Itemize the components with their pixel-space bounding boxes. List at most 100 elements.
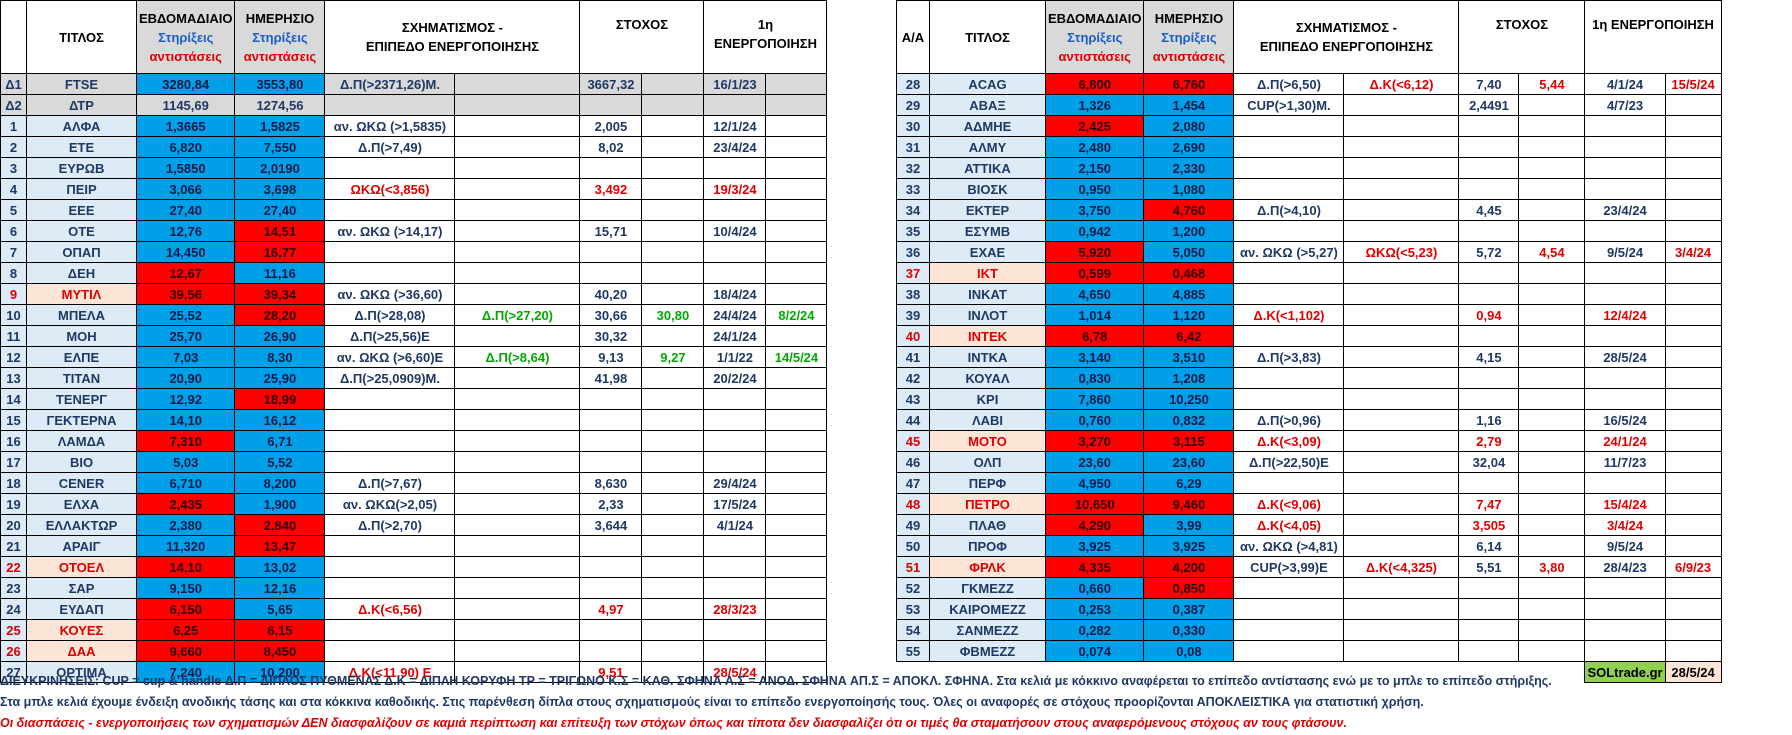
row-index: 28 xyxy=(896,73,930,95)
row-activation-secondary xyxy=(765,241,828,263)
row-title: ΓΕΚΤΕΡΝΑ xyxy=(26,409,137,431)
row-activation: 18/4/24 xyxy=(703,283,767,305)
table-row: 43 ΚΡΙ 7,860 10,250 xyxy=(896,388,1722,410)
row-daily-level: 11,16 xyxy=(234,262,326,284)
row-weekly-level: 5,03 xyxy=(135,451,236,473)
row-daily-level: 3,698 xyxy=(234,178,326,200)
header-pattern-line-1: ΣΧΗΜΑΤΙΣΜΟΣ - xyxy=(1295,20,1397,35)
row-weekly-level: 6,150 xyxy=(135,598,236,620)
row-title: ΚΑΙΡΟΜΕΖΖ xyxy=(929,598,1046,620)
row-pattern: Δ.Π(>25,0909)Μ. xyxy=(324,367,456,389)
row-target: 7,47 xyxy=(1458,493,1520,515)
row-title: ΣΑΝΜΕΖΖ xyxy=(929,619,1046,641)
row-pattern-secondary: Δ.Κ(<6,12) xyxy=(1343,73,1460,95)
row-target-secondary: 3,80 xyxy=(1518,556,1586,578)
row-activation-secondary xyxy=(765,73,828,95)
row-activation: 20/2/24 xyxy=(703,367,767,389)
row-index: 29 xyxy=(896,94,930,116)
table-row: 18 CENER 6,710 8,200 Δ.Π(>7,67) 8,630 29/4/24 xyxy=(0,472,828,494)
row-pattern: αν. ΩΚΩ (>6,60)Ε xyxy=(324,346,456,368)
row-weekly-level: 11,320 xyxy=(135,535,236,557)
row-activation-secondary xyxy=(765,535,828,557)
row-index: 52 xyxy=(896,577,930,599)
row-title: ΜΟΗ xyxy=(26,325,137,347)
row-target-secondary xyxy=(641,94,705,116)
row-title: ΛΑΜΔΑ xyxy=(26,430,137,452)
row-target xyxy=(1458,157,1520,179)
table-row: 5 ΕΕΕ 27,40 27,40 xyxy=(0,199,828,221)
row-weekly-level: 3,270 xyxy=(1044,430,1145,452)
row-pattern xyxy=(1233,157,1345,179)
row-weekly-level: 4,290 xyxy=(1044,514,1145,536)
row-title: ΕΛΠΕ xyxy=(26,346,137,368)
row-target-secondary xyxy=(1518,178,1586,200)
row-target-secondary xyxy=(641,430,705,452)
row-weekly-level: 0,950 xyxy=(1044,178,1145,200)
row-target-secondary xyxy=(1518,514,1586,536)
row-target xyxy=(1458,136,1520,158)
row-weekly-level: 3,066 xyxy=(135,178,236,200)
row-pattern-secondary xyxy=(1343,346,1460,368)
row-target xyxy=(579,94,643,116)
table-row: 24 ΕΥΔΑΠ 6,150 5,65 Δ.Κ(<6,56) 4,97 28/3/23 xyxy=(0,598,828,620)
row-index: 32 xyxy=(896,157,930,179)
row-activation-secondary xyxy=(765,577,828,599)
row-daily-level: 1,5825 xyxy=(234,115,326,137)
row-pattern-secondary xyxy=(1343,577,1460,599)
row-target-secondary xyxy=(1518,430,1586,452)
table-row: 3 ΕΥΡΩΒ 1,5850 2,0190 xyxy=(0,157,828,179)
header-pattern-line-2: ΕΠΙΠΕΔΟ ΕΝΕΡΓΟΠΟΙΗΣΗΣ xyxy=(365,39,540,54)
row-index: 42 xyxy=(896,367,930,389)
row-pattern-secondary xyxy=(1343,388,1460,410)
row-index: 20 xyxy=(0,514,27,536)
row-pattern: Δ.Π(>25,56)Ε xyxy=(324,325,456,347)
row-pattern-secondary xyxy=(1343,409,1460,431)
row-weekly-level: 4,950 xyxy=(1044,472,1145,494)
row-pattern-secondary xyxy=(1343,94,1460,116)
row-activation-secondary xyxy=(765,619,828,641)
row-target-secondary xyxy=(1518,304,1586,326)
row-pattern-secondary xyxy=(454,493,581,515)
row-title: ΕΧΑΕ xyxy=(929,241,1046,263)
row-daily-level: 1,200 xyxy=(1143,220,1235,242)
row-weekly-level: 1,3665 xyxy=(135,115,236,137)
row-target xyxy=(1458,472,1520,494)
row-index: 51 xyxy=(896,556,930,578)
row-pattern xyxy=(1233,220,1345,242)
row-activation xyxy=(1584,325,1666,347)
row-weekly-level: 1145,69 xyxy=(135,94,236,116)
row-target xyxy=(579,619,643,641)
row-target xyxy=(579,556,643,578)
row-daily-level: 0,832 xyxy=(1143,409,1235,431)
row-pattern: Δ.Π(>0,96) xyxy=(1233,409,1345,431)
row-activation: 4/1/24 xyxy=(703,514,767,536)
row-title: ΑΡΑΙΓ xyxy=(26,535,137,557)
row-title: ΒΙΟ xyxy=(26,451,137,473)
row-activation-secondary xyxy=(765,199,828,221)
row-pattern-secondary: Δ.Κ(<4,325) xyxy=(1343,556,1460,578)
row-index: 47 xyxy=(896,472,930,494)
header-daily-resistance: αντιστάσεις xyxy=(1152,48,1226,64)
row-daily-level: 14,51 xyxy=(234,220,326,242)
row-pattern: CUP(>1,30)Μ. xyxy=(1233,94,1345,116)
row-pattern: αν. ΩΚΩ (>4,81) xyxy=(1233,535,1345,557)
row-pattern: Δ.Π(>7,67) xyxy=(324,472,456,494)
row-target xyxy=(1458,220,1520,242)
row-pattern-secondary xyxy=(454,283,581,305)
row-activation-secondary xyxy=(1664,493,1722,515)
row-target xyxy=(579,241,643,263)
row-daily-level: 8,30 xyxy=(234,346,326,368)
row-title: ΤΕΝΕΡΓ xyxy=(26,388,137,410)
row-target-secondary: 9,27 xyxy=(641,346,705,368)
row-daily-level: 6,71 xyxy=(234,430,326,452)
row-target-secondary xyxy=(641,241,705,263)
row-daily-level: 5,52 xyxy=(234,451,326,473)
row-pattern-secondary xyxy=(1343,451,1460,473)
row-index: 46 xyxy=(896,451,930,473)
row-daily-level: 2,330 xyxy=(1143,157,1235,179)
row-activation xyxy=(1584,472,1666,494)
row-pattern-secondary xyxy=(454,325,581,347)
row-weekly-level: 9,660 xyxy=(135,640,236,662)
row-daily-level: 0,468 xyxy=(1143,262,1235,284)
row-weekly-level: 6,78 xyxy=(1044,325,1145,347)
